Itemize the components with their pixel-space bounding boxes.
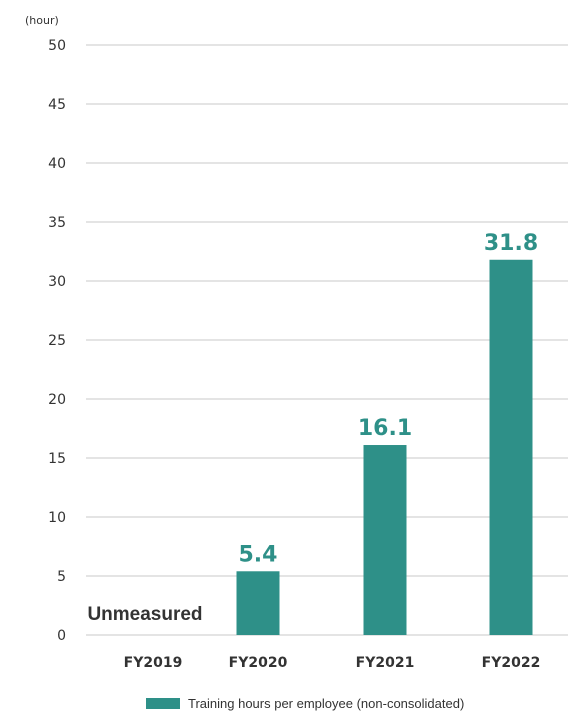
legend-swatch	[146, 698, 180, 709]
y-tick-label-50: 50	[48, 38, 66, 54]
x-tick-label-fy2019: FY2019	[124, 655, 183, 671]
legend-label: Training hours per employee (non-consoli…	[188, 696, 464, 711]
x-tick-label-fy2022: FY2022	[482, 655, 541, 671]
y-tick-label-30: 30	[48, 274, 66, 290]
data-labels: 5.4 16.1 31.8	[239, 231, 539, 568]
y-tick-label-45: 45	[48, 97, 66, 113]
annotations: Unmeasured	[87, 604, 202, 625]
y-axis-ticks: 0 5 10 15 20 25 30 35 40 45 50	[48, 38, 66, 644]
x-tick-label-fy2020: FY2020	[229, 655, 288, 671]
bar-fy2022	[489, 259, 533, 635]
y-tick-label-15: 15	[48, 451, 66, 467]
x-axis-categories: FY2019 FY2020 FY2021 FY2022	[124, 655, 541, 671]
bar-fy2020	[236, 571, 280, 635]
data-label-fy2022: 31.8	[484, 231, 538, 256]
y-tick-label-40: 40	[48, 156, 66, 172]
data-label-fy2021: 16.1	[358, 416, 412, 441]
x-tick-label-fy2021: FY2021	[356, 655, 415, 671]
y-tick-label-5: 5	[57, 569, 66, 585]
annotation-unmeasured: Unmeasured	[87, 604, 202, 625]
y-tick-label-10: 10	[48, 510, 66, 526]
legend: Training hours per employee (non-consoli…	[146, 696, 464, 711]
data-label-fy2020: 5.4	[239, 542, 278, 567]
bar-fy2021	[363, 445, 407, 635]
bars	[236, 259, 533, 635]
y-tick-label-0: 0	[57, 628, 66, 644]
y-tick-label-20: 20	[48, 392, 66, 408]
y-tick-label-35: 35	[48, 215, 66, 231]
grid-lines	[86, 44, 568, 636]
y-axis-unit: (hour)	[25, 14, 59, 27]
y-tick-label-25: 25	[48, 333, 66, 349]
